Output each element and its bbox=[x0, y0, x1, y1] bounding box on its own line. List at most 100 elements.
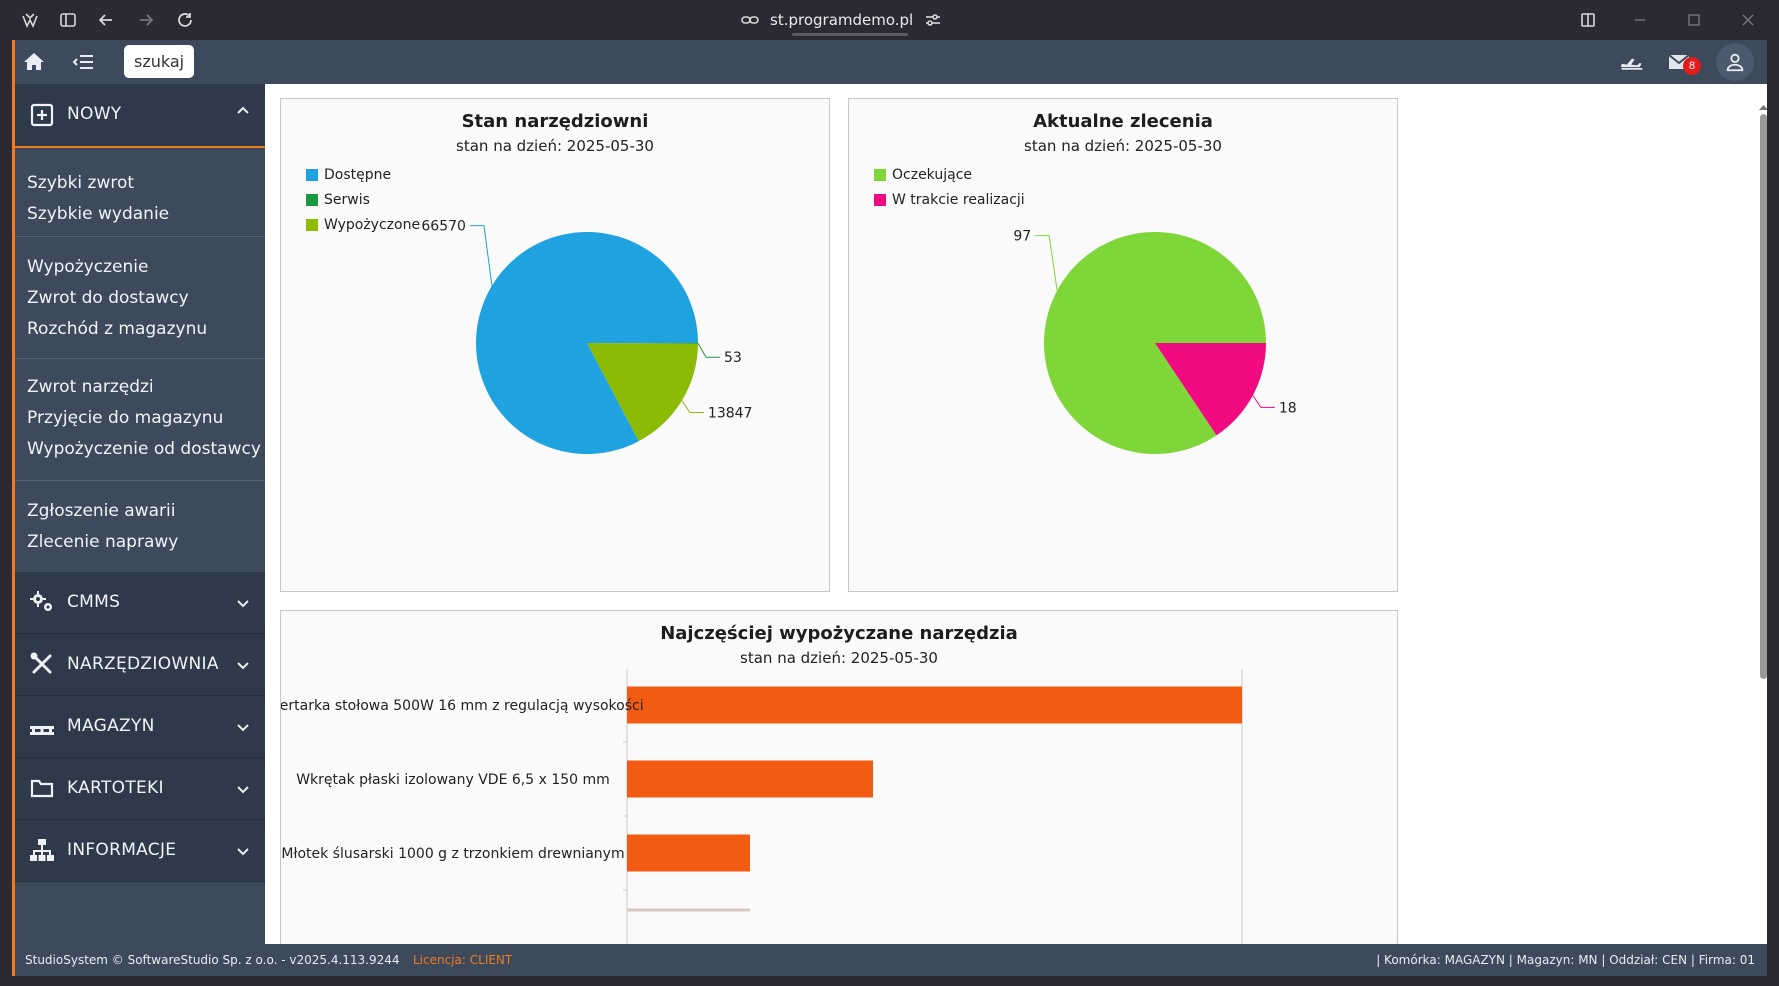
folder-icon bbox=[29, 775, 55, 801]
bar-category-label: Wkrętak płaski izolowany VDE 6,5 x 150 m… bbox=[296, 772, 610, 788]
sidebar-section-label: CMMS bbox=[67, 592, 121, 612]
legend-label: W trakcie realizacji bbox=[892, 191, 1025, 208]
site-settings-icon[interactable] bbox=[923, 10, 943, 30]
footer-license: Licencja: CLIENT bbox=[413, 953, 513, 967]
bar-mark[interactable] bbox=[627, 834, 750, 872]
chevron-down-icon[interactable] bbox=[235, 657, 251, 673]
bar-category-label: Wiertarka stołowa 500W 16 mm z regulacją… bbox=[281, 698, 644, 714]
forward-arrow-icon[interactable] bbox=[136, 10, 156, 30]
pie-slice-2[interactable] bbox=[587, 343, 698, 442]
pie-slice-1[interactable] bbox=[1155, 343, 1266, 436]
chart-title: Najczęściej wypożyczane narzędzia bbox=[660, 623, 1018, 644]
legend-swatch bbox=[874, 168, 886, 181]
pie-data-label: 53 bbox=[724, 350, 742, 366]
sidebar-section-label: NOWY bbox=[67, 104, 122, 124]
legend-item[interactable]: Oczekujące bbox=[874, 162, 1025, 187]
legend-item[interactable]: Serwis bbox=[306, 187, 420, 212]
legend-item[interactable]: W trakcie realizacji bbox=[874, 187, 1025, 212]
pie-data-label: 97 bbox=[1013, 229, 1031, 245]
sidebar: NOWY Szybki zwrot Szybkie wydanie Wypoży… bbox=[15, 84, 265, 944]
reload-icon[interactable] bbox=[175, 10, 195, 30]
legend-label: Wypożyczone bbox=[324, 216, 421, 233]
chevron-down-icon[interactable] bbox=[235, 719, 251, 735]
sidebar-toggle-icon[interactable] bbox=[58, 10, 78, 30]
chart-subtitle: stan na dzień: 2025-05-30 bbox=[1024, 137, 1222, 155]
pie-leader-line bbox=[697, 342, 720, 358]
legend-item[interactable]: Dostępne bbox=[306, 162, 420, 187]
menu-item-szybki-zwrot[interactable]: Szybki zwrot bbox=[27, 173, 135, 193]
menu-toggle-icon[interactable] bbox=[72, 50, 96, 74]
menu-item-zwrot-do-dostawcy[interactable]: Zwrot do dostawcy bbox=[27, 288, 189, 308]
legend-label: Oczekujące bbox=[892, 166, 973, 183]
sidebar-section-nowy[interactable]: NOWY bbox=[15, 84, 265, 148]
menu-item-wypozyczenie-od-dostawcy[interactable]: Wypożyczenie od dostawcy bbox=[27, 439, 261, 459]
menu-item-zwrot-narzedzi[interactable]: Zwrot narzędzi bbox=[27, 377, 154, 397]
chart-title: Aktualne zlecenia bbox=[1033, 111, 1213, 132]
plane-icon[interactable] bbox=[1620, 50, 1648, 74]
legend-swatch bbox=[306, 193, 318, 206]
menu-item-zlecenie-naprawy[interactable]: Zlecenie naprawy bbox=[27, 532, 179, 552]
address-bar[interactable]: st.programdemo.pl bbox=[740, 6, 970, 36]
chart-card-najczesciej-wypozyczane: Najczęściej wypożyczane narzędzia stan n… bbox=[280, 610, 1398, 944]
menu-item-przyjecie-do-magazynu[interactable]: Przyjęcie do magazynu bbox=[27, 408, 224, 428]
pallet-icon bbox=[29, 713, 55, 739]
sidebar-section-informacje[interactable]: INFORMACJE bbox=[15, 820, 265, 882]
menu-item-szybkie-wydanie[interactable]: Szybkie wydanie bbox=[27, 204, 170, 224]
sidebar-section-label: MAGAZYN bbox=[67, 716, 155, 736]
close-icon[interactable] bbox=[1738, 10, 1758, 30]
minimize-icon[interactable] bbox=[1630, 10, 1650, 30]
gears-icon bbox=[29, 589, 55, 615]
sidebar-section-label: INFORMACJE bbox=[67, 840, 177, 860]
home-icon[interactable] bbox=[22, 50, 46, 74]
url-underline bbox=[792, 33, 908, 36]
bar-chart-najczesciej-wypozyczane: Wiertarka stołowa 500W 16 mm z regulacją… bbox=[281, 669, 1243, 944]
pie-data-label: 18 bbox=[1279, 400, 1297, 416]
menu-item-rozchod-z-magazynu[interactable]: Rozchód z magazynu bbox=[27, 319, 208, 339]
pie-chart-aktualne-zlecenia: 97 18 bbox=[1013, 229, 1297, 454]
bar-mark[interactable] bbox=[627, 686, 1242, 724]
chart-card-stan-narzedziowni: Stan narzędziowni stan na dzień: 2025-05… bbox=[280, 98, 830, 592]
maximize-icon[interactable] bbox=[1684, 10, 1704, 30]
user-avatar[interactable] bbox=[1716, 43, 1754, 81]
chart-subtitle: stan na dzień: 2025-05-30 bbox=[456, 137, 654, 155]
search-button[interactable]: szukaj bbox=[124, 45, 195, 78]
chevron-up-icon[interactable] bbox=[235, 102, 251, 118]
link-icon bbox=[740, 10, 760, 30]
pie-leader-line bbox=[681, 400, 704, 414]
scroll-up-icon[interactable] bbox=[1757, 100, 1767, 114]
pie-leader-line bbox=[1035, 235, 1058, 291]
menu-item-zgloszenie-awarii[interactable]: Zgłoszenie awarii bbox=[27, 501, 176, 521]
browser-logo-icon[interactable] bbox=[20, 10, 40, 30]
tools-icon bbox=[29, 651, 55, 677]
sidebar-section-label: NARZĘDZIOWNIA bbox=[67, 654, 219, 674]
scrollbar-thumb[interactable] bbox=[1760, 114, 1767, 679]
dashboard: Stan narzędziowni stan na dzień: 2025-05… bbox=[265, 84, 1767, 944]
sidebar-section-magazyn[interactable]: MAGAZYN bbox=[15, 696, 265, 758]
scrollbar[interactable] bbox=[1757, 84, 1767, 944]
back-arrow-icon[interactable] bbox=[96, 10, 116, 30]
user-icon bbox=[1726, 53, 1744, 72]
sidebar-section-label: KARTOTEKI bbox=[67, 778, 164, 798]
legend-label: Serwis bbox=[324, 191, 370, 208]
pie-leader-line bbox=[469, 225, 493, 286]
bar-mark[interactable] bbox=[627, 760, 873, 798]
chart-title: Stan narzędziowni bbox=[461, 111, 649, 132]
footer-copyright: StudioSystem © SoftwareStudio Sp. z o.o.… bbox=[25, 953, 400, 967]
legend-label: Dostępne bbox=[324, 166, 392, 183]
url-text[interactable]: st.programdemo.pl bbox=[770, 11, 914, 29]
chevron-down-icon[interactable] bbox=[235, 781, 251, 797]
bar-mark-clipped bbox=[627, 908, 750, 912]
chevron-down-icon[interactable] bbox=[235, 843, 251, 859]
pie-data-label: 13847 bbox=[708, 406, 753, 422]
chevron-down-icon[interactable] bbox=[235, 595, 251, 611]
sidebar-section-kartoteki[interactable]: KARTOTEKI bbox=[15, 758, 265, 820]
app-window: szukaj 8 NOWY Szybki zwrot Szybkie wydan… bbox=[12, 40, 1767, 976]
legend-swatch bbox=[306, 218, 318, 231]
menu-item-wypozyczenie[interactable]: Wypożyczenie bbox=[27, 257, 149, 277]
chart-subtitle: stan na dzień: 2025-05-30 bbox=[740, 649, 938, 667]
legend-item[interactable]: Wypożyczone bbox=[306, 212, 420, 237]
sidebar-section-narzedziownia[interactable]: NARZĘDZIOWNIA bbox=[15, 634, 265, 696]
sidebar-section-cmms[interactable]: CMMS bbox=[15, 572, 265, 634]
split-view-icon[interactable] bbox=[1578, 10, 1598, 30]
chart-legend: Oczekujące W trakcie realizacji bbox=[874, 162, 1025, 212]
